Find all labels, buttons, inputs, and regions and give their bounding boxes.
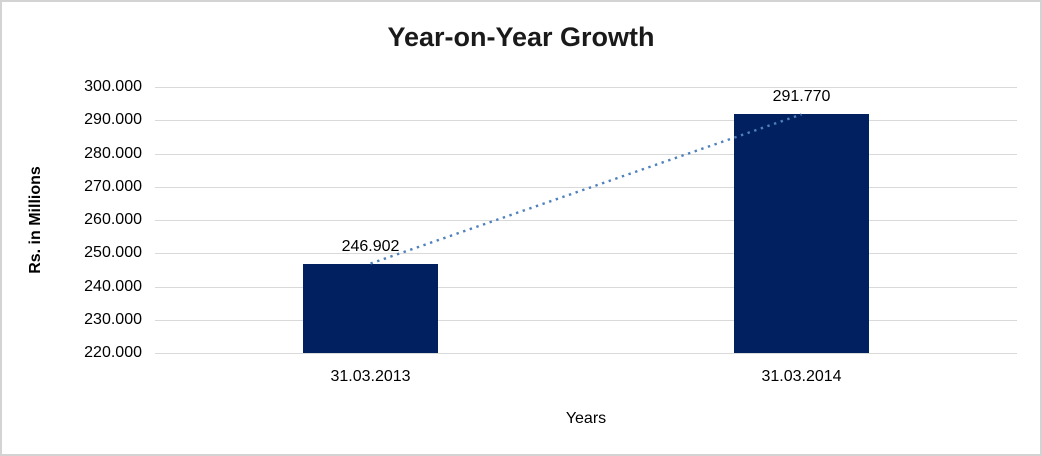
plot-area (155, 87, 1017, 354)
y-tick-label: 280.000 (84, 144, 142, 162)
y-tick-label: 220.000 (84, 344, 142, 361)
trendline (370, 113, 802, 265)
x-category-label: 31.03.2014 (761, 368, 842, 385)
gridline (155, 319, 1017, 321)
chart-title: Year-on-Year Growth (387, 22, 655, 52)
gridline (155, 353, 1017, 354)
y-tick-label: 260.000 (84, 211, 142, 228)
y-tick-label: 290.000 (84, 111, 142, 129)
bar-data-label: 246.902 (341, 237, 400, 255)
gridline (155, 153, 1017, 155)
bar (734, 114, 869, 353)
gridline (155, 120, 1017, 122)
y-tick-label: 230.000 (84, 310, 142, 328)
gridline (155, 186, 1017, 188)
y-tick-label: 250.000 (84, 244, 142, 262)
bar (303, 263, 438, 353)
gridline (155, 253, 1017, 255)
y-tick-label: 300.000 (84, 78, 142, 95)
gridline (155, 286, 1017, 288)
gridline (155, 220, 1017, 221)
bar-data-label: 291.770 (772, 88, 831, 106)
gridline (155, 87, 1017, 88)
x-axis-title: Years (565, 410, 607, 427)
y-tick-label: 240.000 (84, 277, 142, 295)
x-category-label: 31.03.2013 (330, 368, 411, 385)
y-tick-label: 270.000 (84, 177, 142, 195)
